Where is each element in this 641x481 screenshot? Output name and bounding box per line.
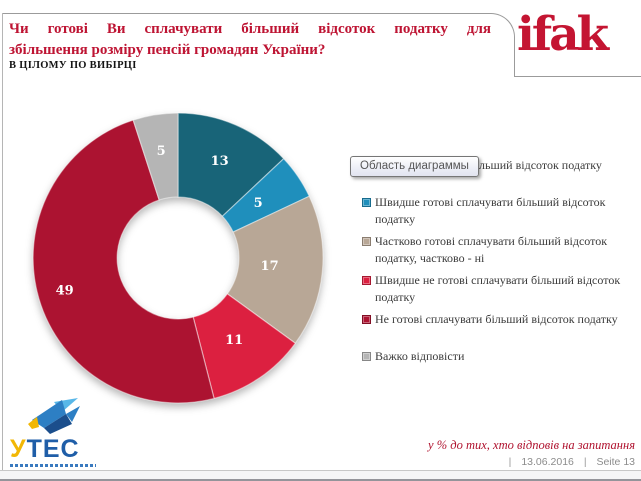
footer-separator: | xyxy=(583,456,587,468)
legend-color-swatch xyxy=(362,352,371,361)
legend-item-label: Швидше готові сплачувати більший відсото… xyxy=(375,195,606,226)
legend-item-label: Важко відповісти xyxy=(375,349,465,363)
legend-item-label: Швидше не готові сплачувати більший відс… xyxy=(375,273,621,304)
ifak-logo: ifak xyxy=(517,7,609,62)
segment-value-label: 5 xyxy=(254,196,263,211)
segment-value-label: 13 xyxy=(211,154,229,169)
utes-tagline xyxy=(10,464,96,467)
utes-wordmark-rest: ТЕС xyxy=(26,435,80,463)
legend-item[interactable]: Швидше готові сплачувати більший відсото… xyxy=(362,194,624,228)
utes-wordmark-accent: У xyxy=(10,435,27,463)
footer-note: у % до тих, хто відповів на запитання xyxy=(428,438,635,452)
legend-item-label: Частково готові сплачувати більший відсо… xyxy=(375,234,608,265)
donut-segment[interactable] xyxy=(226,195,324,345)
footer-date: 13.06.2016 xyxy=(521,456,574,468)
chart-legend: Готові сплачувати більший відсоток подат… xyxy=(362,157,624,370)
donut-segment[interactable] xyxy=(221,157,310,233)
bottom-strip xyxy=(0,470,641,481)
footer-meta: | 13.06.2016 | Seite 13 xyxy=(502,456,635,468)
chart-area-tooltip: Область диаграммы xyxy=(350,156,479,177)
footer-separator: | xyxy=(508,456,512,468)
legend-color-swatch xyxy=(362,237,371,246)
legend-item[interactable]: Частково готові сплачувати більший відсо… xyxy=(362,233,624,267)
utes-wordmark: УТЕС xyxy=(10,435,110,463)
legend-item-label: Не готові сплачувати більший відсоток по… xyxy=(375,312,618,326)
legend-color-swatch xyxy=(362,276,371,285)
donut-segment[interactable] xyxy=(132,112,179,201)
slide-left-border xyxy=(2,13,3,470)
chart-area[interactable]: 13 5 17 11 49 5 xyxy=(20,105,330,415)
header-divider-right xyxy=(515,76,641,77)
legend-item[interactable]: Швидше не готові сплачувати більший відс… xyxy=(362,272,624,306)
segment-value-label: 5 xyxy=(157,144,166,159)
segment-value-label: 49 xyxy=(56,283,74,298)
donut-chart[interactable]: 13 5 17 11 49 5 xyxy=(20,105,330,415)
legend-item[interactable]: Не готові сплачувати більший відсоток по… xyxy=(362,311,624,328)
slide-subtitle: В ЦІЛОМУ ПО ВИБІРЦІ xyxy=(9,60,137,71)
utes-logo: УТЕС xyxy=(10,398,110,467)
legend-item[interactable]: Важко відповісти xyxy=(362,348,624,365)
slide-title: Чи готові Ви сплачувати більший відсоток… xyxy=(9,19,491,61)
donut-segment[interactable] xyxy=(177,112,285,218)
legend-color-swatch xyxy=(362,198,371,207)
segment-value-label: 17 xyxy=(261,259,279,274)
slide-title-line1: Чи готові Ви сплачувати більший відсоток… xyxy=(9,21,491,37)
header-frame xyxy=(2,13,515,77)
donut-segment[interactable] xyxy=(32,119,215,404)
utes-bird-icon xyxy=(28,398,80,434)
slide-title-line2: збільшення розміру пенсій громадян Украї… xyxy=(9,42,326,58)
segment-value-label: 11 xyxy=(225,333,243,348)
legend-color-swatch xyxy=(362,315,371,324)
donut-segment[interactable] xyxy=(192,293,297,400)
footer-page-number: Seite 13 xyxy=(596,456,635,468)
